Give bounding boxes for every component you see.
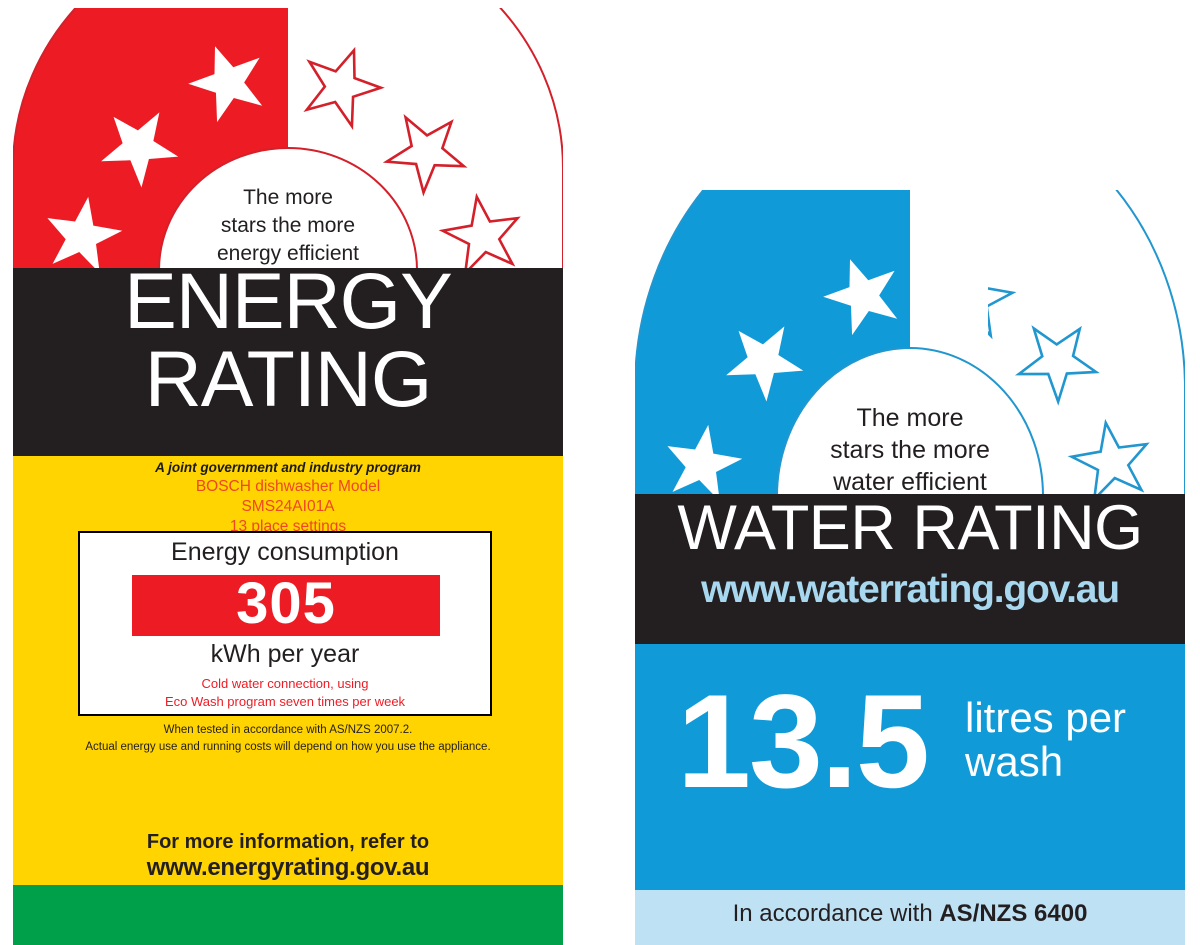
energy-star-4 bbox=[303, 46, 385, 131]
energy-star-6 bbox=[438, 192, 521, 270]
energy-title-line1: ENERGY bbox=[124, 256, 453, 345]
energy-consumption-label: Energy consumption bbox=[171, 538, 399, 566]
energy-tested-line2: Actual energy use and running costs will… bbox=[85, 741, 491, 753]
energy-star-arc: The more stars the more energy efficient bbox=[13, 8, 563, 270]
water-rating-url[interactable]: www.waterrating.gov.au bbox=[701, 568, 1120, 611]
energy-star-1 bbox=[47, 196, 123, 270]
energy-consumption-box: Energy consumption 305 kWh per year Cold… bbox=[78, 531, 492, 716]
energy-tagline-line1: The more bbox=[243, 186, 333, 209]
joint-program-text: A joint government and industry program bbox=[155, 460, 421, 475]
model-name-line2: SMS24AI01A bbox=[241, 498, 335, 515]
energy-rating-label: The more stars the more energy efficient… bbox=[13, 8, 563, 945]
water-tagline-line1: The more bbox=[857, 404, 964, 432]
energy-more-info-text: For more information, refer to bbox=[146, 831, 430, 853]
energy-note-line2: Eco Wash program seven times per week bbox=[164, 694, 406, 709]
water-rating-label: The more stars the more water efficient … bbox=[635, 190, 1185, 945]
water-star-5 bbox=[1014, 325, 1100, 406]
water-consumption-value: 13.5 bbox=[677, 668, 930, 816]
model-capacity: 13 place settings bbox=[229, 518, 347, 535]
energy-consumption-value: 305 bbox=[236, 571, 336, 636]
water-star-2 bbox=[726, 326, 804, 402]
water-unit-line2: wash bbox=[965, 738, 1064, 786]
water-title: WATER RATING bbox=[677, 493, 1143, 563]
energy-title-line2: RATING bbox=[144, 334, 433, 423]
water-tagline-line3: water efficient bbox=[832, 468, 987, 496]
energy-info-panel: A joint government and industry program … bbox=[13, 456, 563, 885]
water-consumption-panel: 13.5 litres per wash bbox=[635, 644, 1185, 890]
water-consumption-unit: litres per wash bbox=[965, 694, 1165, 786]
energy-title-band: ENERGY RATING bbox=[13, 261, 563, 456]
water-star-4-half bbox=[937, 257, 1017, 340]
water-standard-text: In accordance with AS/NZS 6400 bbox=[635, 900, 1185, 928]
energy-arc-svg: The more stars the more energy efficient bbox=[13, 8, 563, 270]
water-arc-svg: The more stars the more water efficient bbox=[635, 190, 1185, 496]
energy-star-3 bbox=[188, 46, 263, 123]
water-standard-prefix: In accordance with bbox=[732, 900, 940, 927]
energy-star-5 bbox=[382, 113, 468, 197]
energy-tagline-line2: stars the more bbox=[221, 214, 355, 237]
water-star-1 bbox=[667, 424, 743, 496]
energy-consumption-value-bar: 305 bbox=[132, 571, 440, 636]
energy-rating-url[interactable]: www.energyrating.gov.au bbox=[146, 854, 430, 881]
energy-tested-line1: When tested in accordance with AS/NZS 20… bbox=[163, 724, 413, 736]
energy-consumption-unit: kWh per year bbox=[210, 640, 360, 668]
water-standard-footer: In accordance with AS/NZS 6400 bbox=[635, 890, 1185, 945]
water-unit-line1: litres per bbox=[965, 694, 1127, 741]
water-star-3 bbox=[823, 259, 898, 336]
water-tagline-line2: stars the more bbox=[830, 436, 990, 464]
water-standard-code: AS/NZS 6400 bbox=[939, 900, 1088, 927]
water-title-band: WATER RATING www.waterrating.gov.au bbox=[635, 493, 1185, 644]
water-star-arc: The more stars the more water efficient bbox=[635, 190, 1185, 496]
energy-star-2 bbox=[101, 112, 179, 188]
energy-green-footer bbox=[13, 885, 563, 945]
water-star-6 bbox=[1067, 418, 1150, 496]
energy-tagline-line3: energy efficient bbox=[217, 242, 359, 265]
energy-note-line1: Cold water connection, using bbox=[201, 676, 369, 691]
model-name-line1: BOSCH dishwasher Model bbox=[195, 478, 381, 495]
